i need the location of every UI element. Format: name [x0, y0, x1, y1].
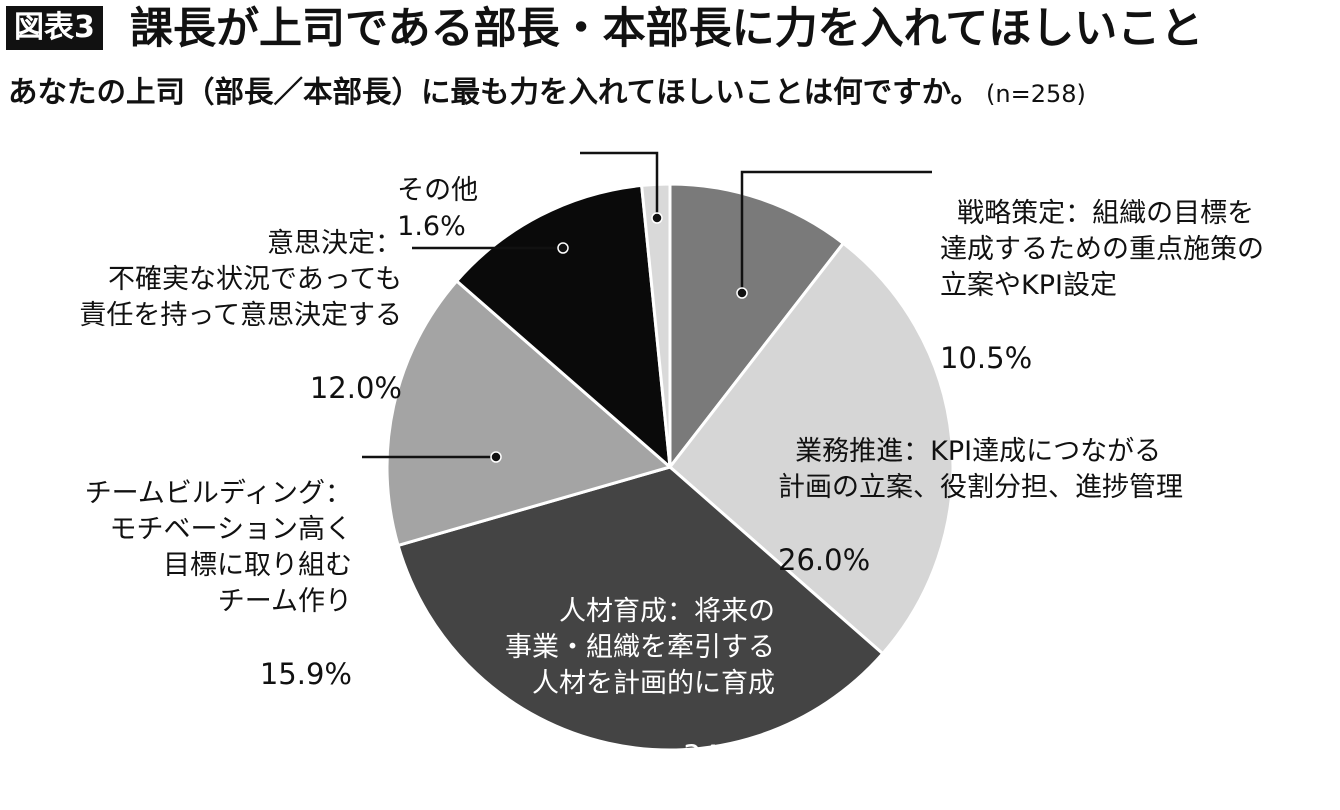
- slice-value-strategy: 10.5%: [940, 341, 1033, 375]
- slice-value-execution: 26.0%: [778, 543, 871, 577]
- slice-value-teambuilding: 15.9%: [259, 657, 352, 691]
- slice-value-talent: 34.1%: [682, 739, 775, 773]
- slice-label-decision-text: 意思決定： 不確実な状況であっても 責任を持って意思決定する: [79, 228, 402, 331]
- slice-label-strategy: 戦略策定：組織の目標を 達成するための重点施策の 立案やKPI設定 10.5%: [940, 160, 1264, 412]
- leader-dot-strategy: [736, 287, 748, 299]
- slice-label-other-text: その他: [397, 175, 479, 206]
- sample-size: (n=258): [986, 80, 1086, 108]
- figure-tag: 図表3: [6, 6, 103, 50]
- question-text: あなたの上司（部長／本部長）に最も力を入れてほしいことは何ですか。: [8, 75, 981, 109]
- leader-dot-decision: [557, 242, 569, 254]
- slice-label-decision: 意思決定： 不確実な状況であっても 責任を持って意思決定する 12.0%: [10, 190, 402, 442]
- pie-slice-strategy: [668, 182, 846, 472]
- pie-slice-execution: [667, 241, 955, 656]
- slice-label-execution: 業務推進：KPI達成につながる 計画の立案、役割分担、進捗管理 26.0%: [778, 398, 1183, 614]
- slice-label-other: その他 1.6%: [380, 137, 478, 245]
- pie-slice-talent: [396, 465, 885, 752]
- slice-label-talent: 人材育成：将来の 事業・組織を牽引する 人材を計画的に育成 34.1%: [440, 558, 775, 810]
- slice-label-strategy-text: 戦略策定：組織の目標を 達成するための重点施策の 立案やKPI設定: [940, 198, 1264, 301]
- leader-dot-teambuilding: [490, 451, 502, 463]
- slice-value-decision: 12.0%: [309, 371, 402, 405]
- leader-dot-other: [651, 212, 663, 224]
- slice-value-other: 1.6%: [397, 211, 466, 242]
- leader-line-strategy: [740, 170, 932, 293]
- slice-label-teambuilding: チームビルディング： モチベーション高く 目標に取り組む チーム作り 15.9%: [20, 440, 352, 728]
- slice-label-teambuilding-text: チームビルディング： モチベーション高く 目標に取り組む チーム作り: [84, 478, 352, 617]
- pie-slice-decision: [454, 183, 672, 471]
- slice-label-execution-text: 業務推進：KPI達成につながる 計画の立案、役割分担、進捗管理: [778, 436, 1183, 503]
- slice-label-talent-text: 人材育成：将来の 事業・組織を牽引する 人材を計画的に育成: [505, 596, 775, 699]
- chart-title: 課長が上司である部長・本部長に力を入れてほしいこと: [130, 4, 1204, 54]
- leader-line-other: [580, 151, 659, 218]
- chart-subtitle: あなたの上司（部長／本部長）に最も力を入れてほしいことは何ですか。 (n=258): [8, 72, 1086, 114]
- pie-slice-teambuilding: [385, 278, 674, 548]
